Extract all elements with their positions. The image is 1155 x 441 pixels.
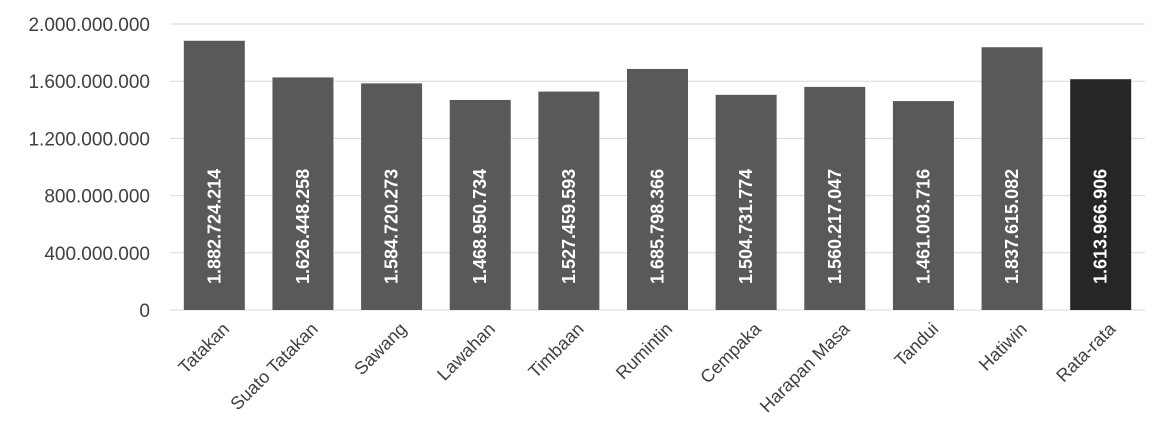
x-tick-label: Cempaka (696, 318, 765, 387)
bar-rumintin (627, 68, 688, 310)
y-axis-ticks: 0 400.000.000 800.000.000 1.200.000.000 1.60… (28, 15, 150, 322)
data-label: 1.584.720.273 (382, 169, 402, 284)
data-label: 1.882.724.214 (204, 169, 224, 284)
x-tick-label: Harapan Masa (756, 318, 854, 416)
y-tick-label: 800.000.000 (44, 187, 150, 208)
x-tick-label: Suato Tatakan (226, 319, 321, 414)
data-label: 1.837.615.082 (1002, 169, 1022, 284)
y-tick-label: 1.200.000.000 (28, 129, 150, 150)
data-label: 1.613.966.906 (1091, 169, 1111, 284)
x-tick-label: Sawang (350, 319, 410, 379)
data-label: 1.468.950.734 (470, 169, 490, 284)
data-label: 1.560.217.047 (825, 169, 845, 284)
x-tick-label: Rata-rata (1052, 318, 1120, 386)
bar-lawahan (449, 99, 511, 310)
bar-timbaan (538, 91, 600, 311)
x-tick-label: Hatiwin (975, 319, 1031, 375)
x-tick-label: Rumintin (612, 319, 676, 383)
x-tick-label: Tatakan (174, 319, 233, 378)
y-tick-label: 400.000.000 (44, 244, 150, 265)
bar-suato-tatakan (272, 77, 334, 310)
y-tick-label: 2.000.000.000 (28, 15, 150, 36)
data-label: 1.504.731.774 (736, 169, 756, 284)
y-tick-label: 1.600.000.000 (28, 72, 150, 93)
bar-harapan-masa (804, 86, 866, 310)
data-labels: 1.882.724.214 1.626.448.258 1.584.720.273 1… (204, 169, 1110, 284)
data-label: 1.527.459.593 (559, 169, 579, 284)
x-tick-label: Tandui (891, 319, 943, 371)
bar-hatiwin (981, 47, 1043, 311)
bar-cempaka (715, 94, 777, 310)
data-label: 1.626.448.258 (293, 169, 313, 284)
bars (183, 40, 1132, 311)
x-tick-label: Lawahan (433, 319, 499, 385)
data-label: 1.461.003.716 (913, 169, 933, 284)
bar-tandui (892, 101, 954, 310)
y-tick-label: 0 (139, 301, 150, 322)
bar-sawang (361, 83, 423, 310)
x-tick-label: Timbaan (524, 319, 587, 382)
bar-rata-rata (1070, 79, 1132, 311)
bar-tatakan (183, 40, 245, 310)
data-label: 1.685.798.366 (648, 169, 668, 284)
